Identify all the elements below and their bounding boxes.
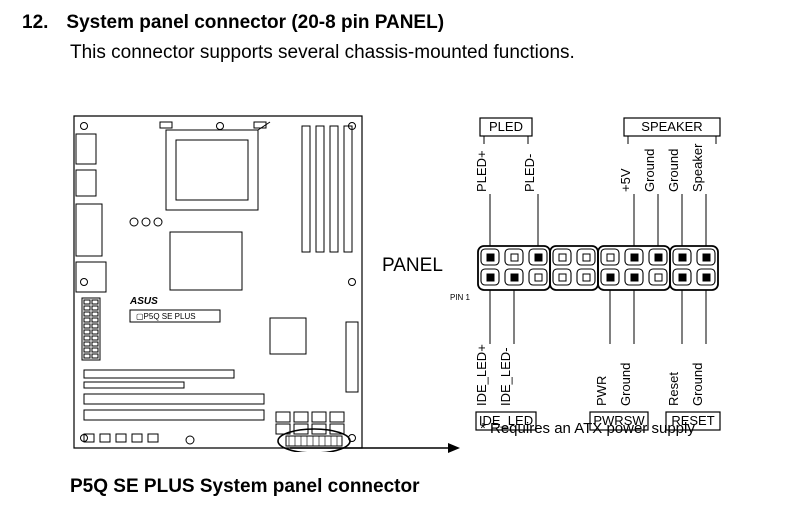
svg-text:IDE_LED-: IDE_LED- <box>498 347 513 406</box>
svg-text:ASUS: ASUS <box>129 296 158 307</box>
svg-text:Reset: Reset <box>666 372 681 406</box>
motherboard-diagram: ASUS ▢P5Q SE PLUS <box>70 112 366 452</box>
svg-text:PWR: PWR <box>594 376 609 406</box>
svg-text:Speaker: Speaker <box>690 143 705 192</box>
footnote: * Requires an ATX power supply <box>480 420 695 437</box>
section-number: 12. <box>22 12 48 34</box>
svg-text:PLED+: PLED+ <box>474 150 489 192</box>
svg-text:PIN 1: PIN 1 <box>450 293 471 302</box>
section-subtitle: This connector supports several chassis-… <box>70 42 575 64</box>
svg-text:PLED-: PLED- <box>522 154 537 192</box>
callout-arrow <box>290 438 460 458</box>
svg-text:Ground: Ground <box>618 363 633 406</box>
svg-text:Ground: Ground <box>642 149 657 192</box>
section-heading: 12. System panel connector (20-8 pin PAN… <box>22 12 444 34</box>
svg-text:IDE_LED+: IDE_LED+ <box>474 344 489 406</box>
panel-pinout-diagram: PANEL PIN 1 PLED+ PLED- +5V Ground Ground Speak… <box>380 108 780 418</box>
section-title: System panel connector (20-8 pin PANEL) <box>66 12 444 34</box>
svg-text:SPEAKER: SPEAKER <box>641 119 702 134</box>
svg-text:PANEL: PANEL <box>382 255 443 276</box>
svg-text:▢P5Q SE PLUS: ▢P5Q SE PLUS <box>136 312 196 321</box>
svg-text:Ground: Ground <box>666 149 681 192</box>
svg-text:+5V: +5V <box>618 168 633 192</box>
diagram-caption: P5Q SE PLUS System panel connector <box>70 476 420 498</box>
svg-text:PLED: PLED <box>489 119 523 134</box>
svg-text:Ground: Ground <box>690 363 705 406</box>
